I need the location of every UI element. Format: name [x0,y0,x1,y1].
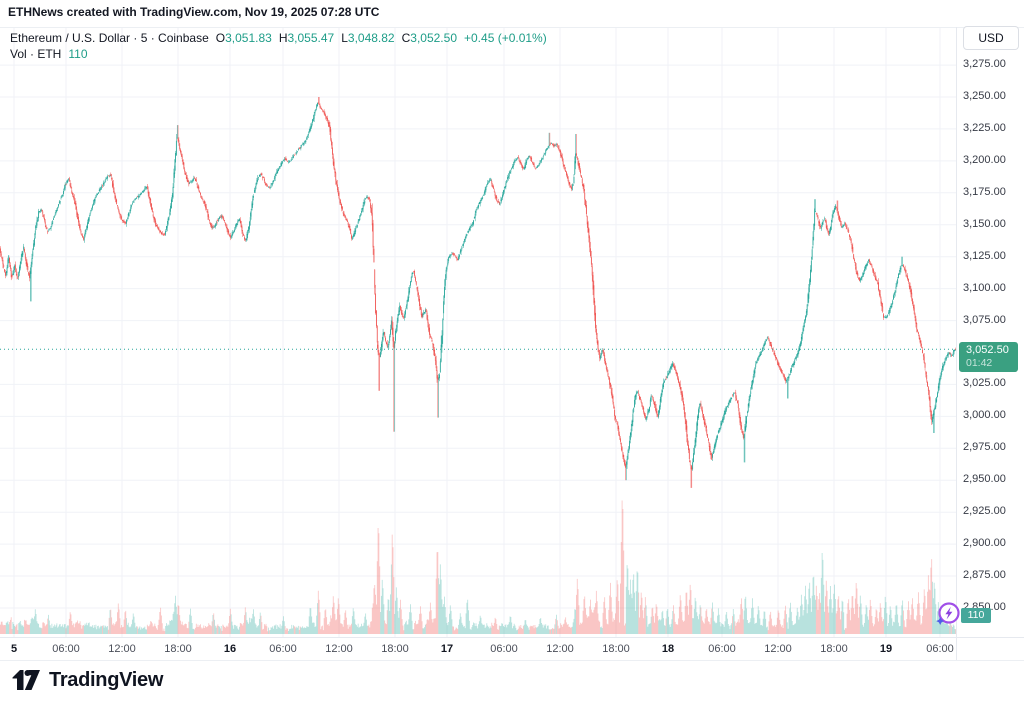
price-tick-label: 3,100.00 [963,281,1006,294]
price-tick-label: 2,900.00 [963,537,1006,550]
time-tick-label: 18:00 [164,643,192,655]
candle-wicks-down [0,97,956,488]
tradingview-logo[interactable]: TradingView [11,668,163,692]
ohlc-high-value: 3,055.47 [287,31,335,45]
price-tick-label: 3,250.00 [963,90,1006,102]
time-tick-label: 06:00 [708,643,736,655]
volume-axis-badge: 110 [961,608,991,623]
price-tick-label: 3,150.00 [963,217,1006,230]
time-tick-label: 18:00 [820,643,848,655]
ohlc-low-label: L [341,31,348,45]
time-tick-label: 06:00 [269,643,297,655]
volume-bars-up [5,553,956,634]
legend-volume-row: Vol · ETH 110 [10,46,547,62]
bar-countdown-timer: 01:42 [966,357,993,369]
price-tick-label: 3,225.00 [963,121,1006,134]
time-tick-label: 06:00 [490,643,518,655]
price-tick-label: 3,000.00 [963,409,1006,422]
time-tick-day-label: 16 [223,643,237,655]
price-axis[interactable]: 3,275.00 3,250.00 3,225.00 3,200.00 3,175.00… [957,27,1024,637]
volume-label[interactable]: Vol · ETH [10,47,62,61]
ohlc-high-label: H [278,31,288,45]
current-price-value: 3,052.50 [966,344,1009,356]
time-tick-label: 18:00 [381,643,409,655]
time-tick-day-label: 17 [440,643,454,655]
price-tick-label: 3,175.00 [963,185,1006,198]
grid-lines [0,27,956,637]
current-price-badge: 3,052.50 01:42 [959,342,1018,372]
candle-wicks-up [5,102,956,481]
price-tick-label: 2,950.00 [963,473,1006,486]
price-tick-label: 3,275.00 [963,58,1006,71]
price-tick-label: 2,975.00 [963,441,1006,454]
ohlc-close-label: C [401,31,411,45]
legend-symbol-row: Ethereum / U.S. Dollar · 5 · Coinbase O3,… [10,30,547,46]
time-tick-day-label: 18 [661,643,675,655]
time-tick-label: 18:00 [602,643,630,655]
time-axis[interactable]: 5 06:00 12:00 18:00 16 06:00 12:00 18:00 17 06:00… [0,638,1024,660]
price-tick-label: 3,200.00 [963,153,1006,166]
time-tick-label: 06:00 [52,643,80,655]
time-tick-label: 12:00 [764,643,792,655]
price-tick-label: 2,925.00 [963,505,1006,518]
currency-unit-button[interactable]: USD [963,26,1019,50]
price-tick-label: 2,875.00 [963,569,1006,582]
time-tick-label: 12:00 [108,643,136,655]
time-tick-label: 12:00 [546,643,574,655]
lightning-boost-icon[interactable] [934,601,962,629]
ohlc-open-value: 3,051.83 [225,31,272,45]
footer-separator [0,660,1024,661]
volume-bars-down [0,500,957,634]
price-change-value: +0.45 (+0.01%) [464,31,547,45]
price-axis-separator [956,27,957,660]
legend-symbol-title[interactable]: Ethereum / U.S. Dollar · 5 · Coinbase [10,31,209,45]
chart-top-border [0,27,1024,28]
time-tick-day-label: 5 [10,643,18,655]
footer-bar: TradingView [0,661,1024,701]
attribution-text: ETHNews created with TradingView.com, No… [8,5,380,19]
tradingview-logo-text: TradingView [49,668,164,691]
ohlc-close-value: 3,052.50 [410,31,457,45]
ohlc-open-label: O [215,31,226,45]
volume-value: 110 [68,47,88,61]
time-tick-label: 12:00 [325,643,353,655]
time-tick-day-label: 19 [879,643,893,655]
chart-legend: Ethereum / U.S. Dollar · 5 · Coinbase O3,… [10,30,547,62]
candlestick-chart-canvas[interactable] [0,27,1024,637]
price-tick-label: 3,025.00 [963,377,1006,390]
time-tick-label: 06:00 [926,643,954,655]
tradingview-logo-icon [12,670,40,690]
time-axis-separator [0,637,1024,638]
price-tick-label: 3,125.00 [963,249,1006,262]
price-tick-label: 3,075.00 [963,313,1006,326]
candle-bodies-up [5,102,956,470]
ohlc-low-value: 3,048.82 [347,31,395,45]
candle-bodies-down [0,102,957,470]
